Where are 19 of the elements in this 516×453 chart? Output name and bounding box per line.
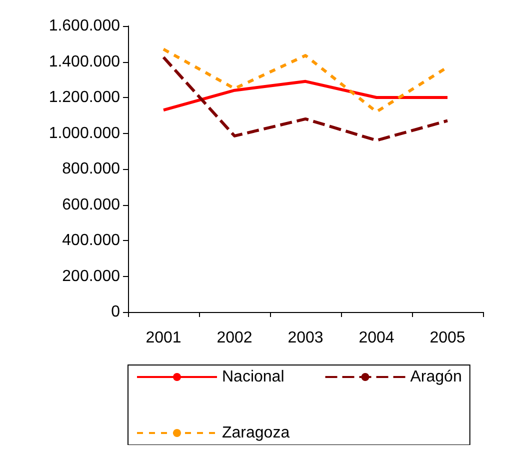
y-tick-label: 800.000 xyxy=(62,160,120,178)
x-tick-label: 2002 xyxy=(216,330,252,346)
y-tick-label: 1.200.000 xyxy=(48,89,120,106)
x-tick-label: 2004 xyxy=(358,330,394,346)
y-tick-label: 1.400.000 xyxy=(48,53,120,70)
x-tick-label: 2005 xyxy=(430,330,466,346)
legend-label: Nacional xyxy=(222,368,284,386)
y-tick-label: 400.000 xyxy=(62,232,120,249)
y-tick-label: 0 xyxy=(111,304,120,320)
y-tick-label: 600.000 xyxy=(62,196,120,214)
line-series xyxy=(162,80,449,112)
x-tick-label: 2003 xyxy=(288,330,324,346)
line-series xyxy=(162,56,449,142)
x-tick-label: 2001 xyxy=(146,330,182,346)
y-tick-label: 1.000.000 xyxy=(48,124,120,142)
y-tick-label: 1.600.000 xyxy=(48,18,120,34)
y-tick-label: 200.000 xyxy=(62,268,120,285)
legend-label: Aragón xyxy=(410,368,462,386)
legend-label: Zaragoza xyxy=(222,424,290,442)
